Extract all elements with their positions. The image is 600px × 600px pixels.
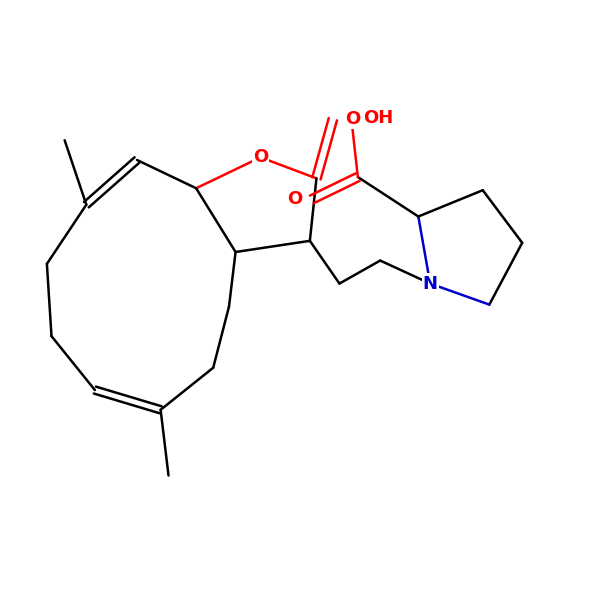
Text: OH: OH xyxy=(363,109,394,127)
Text: O: O xyxy=(287,190,302,208)
Text: O: O xyxy=(345,110,360,128)
Text: O: O xyxy=(253,148,268,166)
Text: N: N xyxy=(422,275,437,293)
